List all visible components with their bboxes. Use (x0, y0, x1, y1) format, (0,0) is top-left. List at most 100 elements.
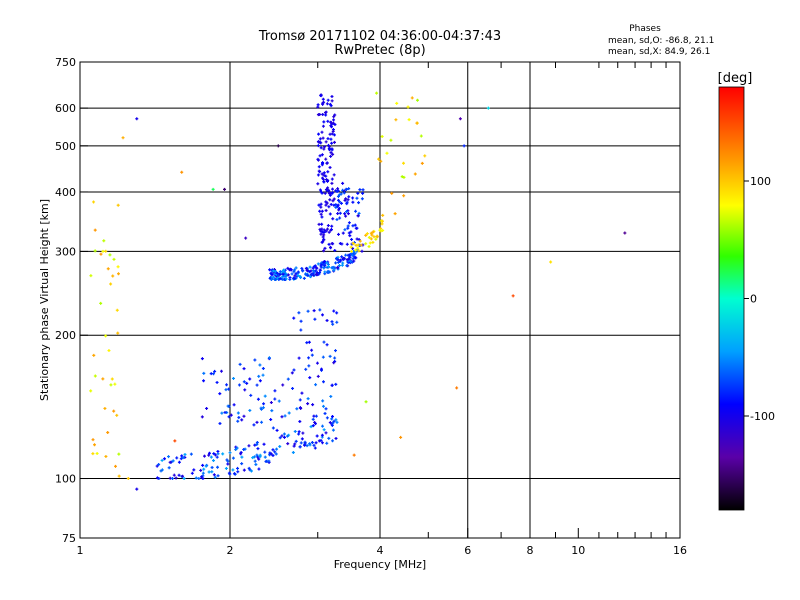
data-point (93, 443, 97, 447)
data-point (317, 165, 321, 169)
data-point (199, 475, 203, 479)
data-point (172, 473, 176, 477)
data-point (318, 154, 322, 158)
data-point (307, 356, 311, 360)
data-point (367, 244, 371, 248)
data-point (286, 442, 290, 446)
y-tick-label: 300 (55, 245, 76, 258)
data-point (231, 468, 235, 472)
data-point (327, 230, 331, 234)
data-point (325, 261, 329, 265)
data-point (109, 383, 113, 387)
data-point (319, 202, 323, 206)
data-point (297, 430, 301, 434)
data-point (95, 452, 99, 456)
data-point (115, 413, 119, 417)
x-tick-label: 6 (464, 544, 471, 557)
data-point (339, 192, 343, 196)
data-point (280, 277, 284, 281)
data-point (322, 180, 326, 184)
data-point (316, 374, 320, 378)
data-point (249, 393, 253, 397)
data-point (308, 265, 312, 269)
data-point (343, 198, 347, 202)
data-point (351, 257, 355, 261)
data-point (338, 211, 342, 215)
grid-lines (80, 62, 680, 538)
phases-title: Phases (629, 24, 661, 34)
data-point (345, 264, 349, 268)
data-point (356, 246, 360, 250)
data-point (324, 209, 328, 213)
data-point (462, 144, 466, 148)
data-point (310, 440, 314, 444)
data-point (325, 416, 329, 420)
data-point (458, 117, 462, 121)
data-point (240, 418, 244, 422)
data-point (325, 343, 329, 347)
data-point (303, 443, 307, 447)
data-point (112, 257, 116, 261)
y-tick-label: 500 (55, 140, 76, 153)
data-point (329, 121, 333, 125)
data-point (111, 274, 115, 278)
data-point (283, 414, 287, 418)
data-point (316, 144, 320, 148)
data-point (343, 212, 347, 216)
data-point (236, 419, 240, 423)
data-point (205, 406, 209, 410)
data-point (321, 355, 325, 359)
data-point (375, 235, 379, 239)
data-point (295, 407, 299, 411)
data-point (321, 113, 325, 117)
data-point (247, 444, 251, 448)
data-point (335, 420, 339, 424)
data-point (286, 273, 290, 277)
y-tick-label: 75 (62, 532, 76, 545)
data-point (215, 455, 219, 459)
data-point (349, 245, 353, 249)
data-point (316, 113, 320, 117)
data-point (321, 124, 325, 128)
data-point (200, 357, 204, 361)
data-point (291, 386, 295, 390)
data-point (317, 222, 321, 226)
data-point (326, 269, 330, 273)
data-point (395, 101, 399, 105)
data-point (236, 470, 240, 474)
data-point (294, 272, 298, 276)
data-point (364, 242, 368, 246)
data-point (207, 470, 211, 474)
data-point (202, 454, 206, 458)
data-point (298, 445, 302, 449)
data-point (298, 419, 302, 423)
data-point (329, 228, 333, 232)
data-point (313, 317, 317, 321)
data-point (226, 462, 230, 466)
data-point (342, 191, 346, 195)
data-point (312, 309, 316, 313)
data-point (339, 258, 343, 262)
data-point (310, 348, 314, 352)
phases-x-mode-stats: mean, sd,X: 84.9, 26.1 (608, 47, 710, 57)
data-point (189, 452, 193, 456)
data-point (116, 203, 120, 207)
data-point (415, 98, 419, 102)
data-point (267, 356, 271, 360)
data-point (308, 270, 312, 274)
colorbar-label: [deg] (718, 71, 753, 86)
data-point (236, 411, 240, 415)
data-point (331, 199, 335, 203)
data-point (328, 354, 332, 358)
y-tick-label: 100 (55, 473, 76, 486)
data-point (331, 152, 335, 156)
data-point (393, 212, 397, 216)
data-point (225, 383, 229, 387)
data-point (341, 231, 345, 235)
data-point (336, 212, 340, 216)
data-point (275, 447, 279, 451)
data-point (322, 171, 326, 175)
data-point (323, 412, 327, 416)
data-point (356, 243, 360, 247)
data-point (347, 187, 351, 191)
